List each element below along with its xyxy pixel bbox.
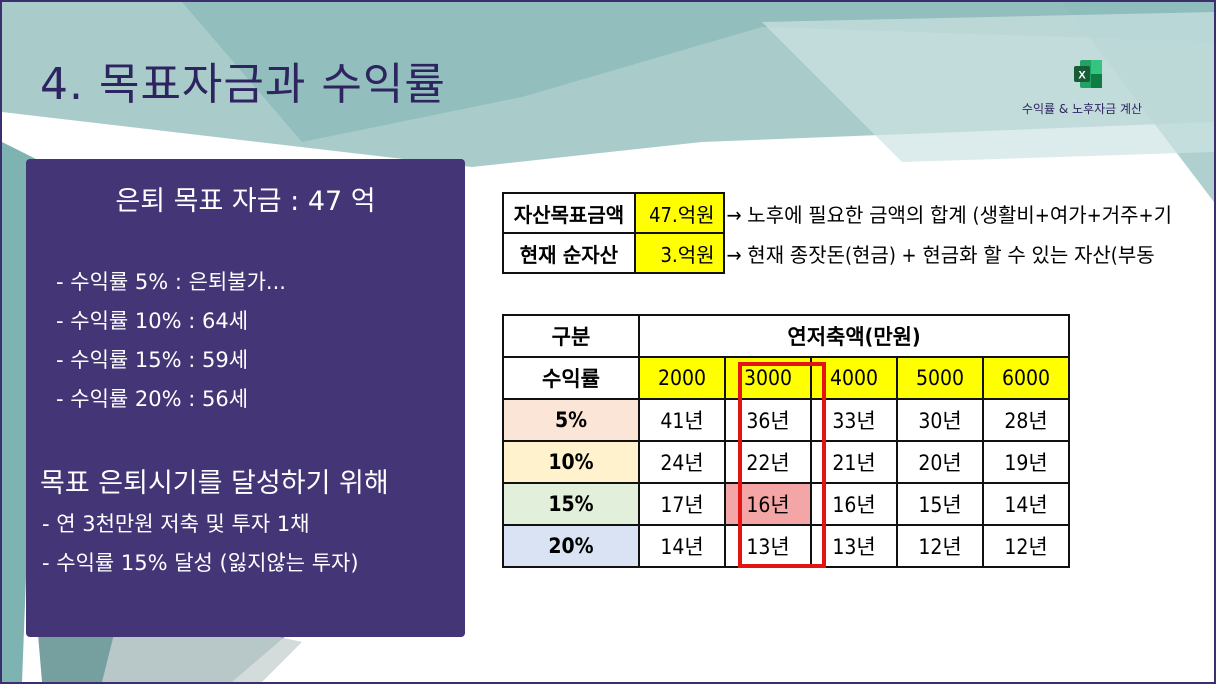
summary-value: 47.억원 [633, 192, 725, 234]
highlighted-years-cell: 16년 [724, 482, 812, 526]
years-cell: 21년 [810, 440, 898, 484]
amount-header: 5000 [896, 356, 984, 400]
summary-value: 3.억원 [633, 232, 725, 274]
table-row: 5% 41년 36년 33년 30년 28년 [502, 398, 1070, 442]
years-cell: 36년 [724, 398, 812, 442]
list-item: - 수익률 15% 달성 (잃지않는 투자) [42, 551, 359, 575]
years-cell: 19년 [982, 440, 1070, 484]
list-item: - 수익률 10% : 64세 [56, 309, 249, 333]
svg-text:X: X [1078, 70, 1086, 82]
list-item: - 수익률 20% : 56세 [56, 387, 249, 411]
column-header: 구분 [502, 314, 640, 358]
years-cell: 41년 [638, 398, 726, 442]
asset-summary: 자산목표금액 47.억원 → 노후에 필요한 금액의 합계 (생활비+여가+거주… [502, 192, 1182, 278]
years-cell: 13년 [724, 524, 812, 568]
years-cell: 12년 [896, 524, 984, 568]
group-header: 연저축액(만원) [638, 314, 1070, 358]
amount-header: 6000 [982, 356, 1070, 400]
rate-result-list: - 수익률 5% : 은퇴불가... - 수익률 10% : 64세 - 수익률… [56, 263, 286, 419]
years-cell: 30년 [896, 398, 984, 442]
goal-heading: 목표 은퇴시기를 달성하기 위해 [40, 468, 389, 499]
excel-file-label[interactable]: 수익률 & 노후자금 계산 [1021, 102, 1143, 116]
years-cell: 12년 [982, 524, 1070, 568]
list-item: - 수익률 5% : 은퇴불가... [56, 270, 286, 294]
summary-panel: 은퇴 목표 자금 : 47 억 - 수익률 5% : 은퇴불가... - 수익률… [26, 159, 465, 637]
years-cell: 15년 [896, 482, 984, 526]
summary-label: 현재 순자산 [502, 232, 636, 274]
rate-cell: 10% [502, 440, 640, 484]
years-cell: 33년 [810, 398, 898, 442]
years-cell: 22년 [724, 440, 812, 484]
slide-title: 4. 목표자금과 수익률 [40, 59, 446, 110]
amount-header: 3000 [724, 356, 812, 400]
table-row: 구분 연저축액(만원) [502, 314, 1070, 358]
rate-cell: 5% [502, 398, 640, 442]
years-cell: 14년 [638, 524, 726, 568]
rate-cell: 15% [502, 482, 640, 526]
summary-description: → 노후에 필요한 금액의 합계 (생활비+여가+거주+기 [726, 202, 1173, 227]
excel-icon[interactable]: X [1072, 58, 1104, 90]
years-cell: 20년 [896, 440, 984, 484]
years-cell: 17년 [638, 482, 726, 526]
amount-header: 4000 [810, 356, 898, 400]
table-row: 15% 17년 16년 16년 15년 14년 [502, 482, 1070, 526]
years-cell: 13년 [810, 524, 898, 568]
table-row: 자산목표금액 47.억원 → 노후에 필요한 금액의 합계 (생활비+여가+거주… [502, 192, 1181, 234]
list-item: - 연 3천만원 저축 및 투자 1채 [42, 512, 310, 536]
summary-label: 자산목표금액 [502, 192, 636, 234]
goal-list: - 연 3천만원 저축 및 투자 1채 - 수익률 15% 달성 (잃지않는 투… [42, 505, 359, 583]
years-cell: 14년 [982, 482, 1070, 526]
years-cell: 24년 [638, 440, 726, 484]
rate-cell: 20% [502, 524, 640, 568]
table-row: 수익률 2000 3000 4000 5000 6000 [502, 356, 1070, 400]
table-row: 현재 순자산 3.억원 → 현재 종잣돈(현금) + 현금화 할 수 있는 자산… [502, 232, 1181, 274]
retirement-goal-heading: 은퇴 목표 자금 : 47 억 [115, 186, 376, 217]
list-item: - 수익률 15% : 59세 [56, 348, 249, 372]
table-row: 10% 24년 22년 21년 20년 19년 [502, 440, 1070, 484]
years-cell: 28년 [982, 398, 1070, 442]
row-header: 수익률 [502, 356, 640, 400]
summary-description: → 현재 종잣돈(현금) + 현금화 할 수 있는 자산(부동 [726, 242, 1155, 267]
years-cell: 16년 [810, 482, 898, 526]
savings-years-table: 구분 연저축액(만원) 수익률 2000 3000 4000 5000 6000… [502, 314, 1070, 568]
table-row: 20% 14년 13년 13년 12년 12년 [502, 524, 1070, 568]
amount-header: 2000 [638, 356, 726, 400]
